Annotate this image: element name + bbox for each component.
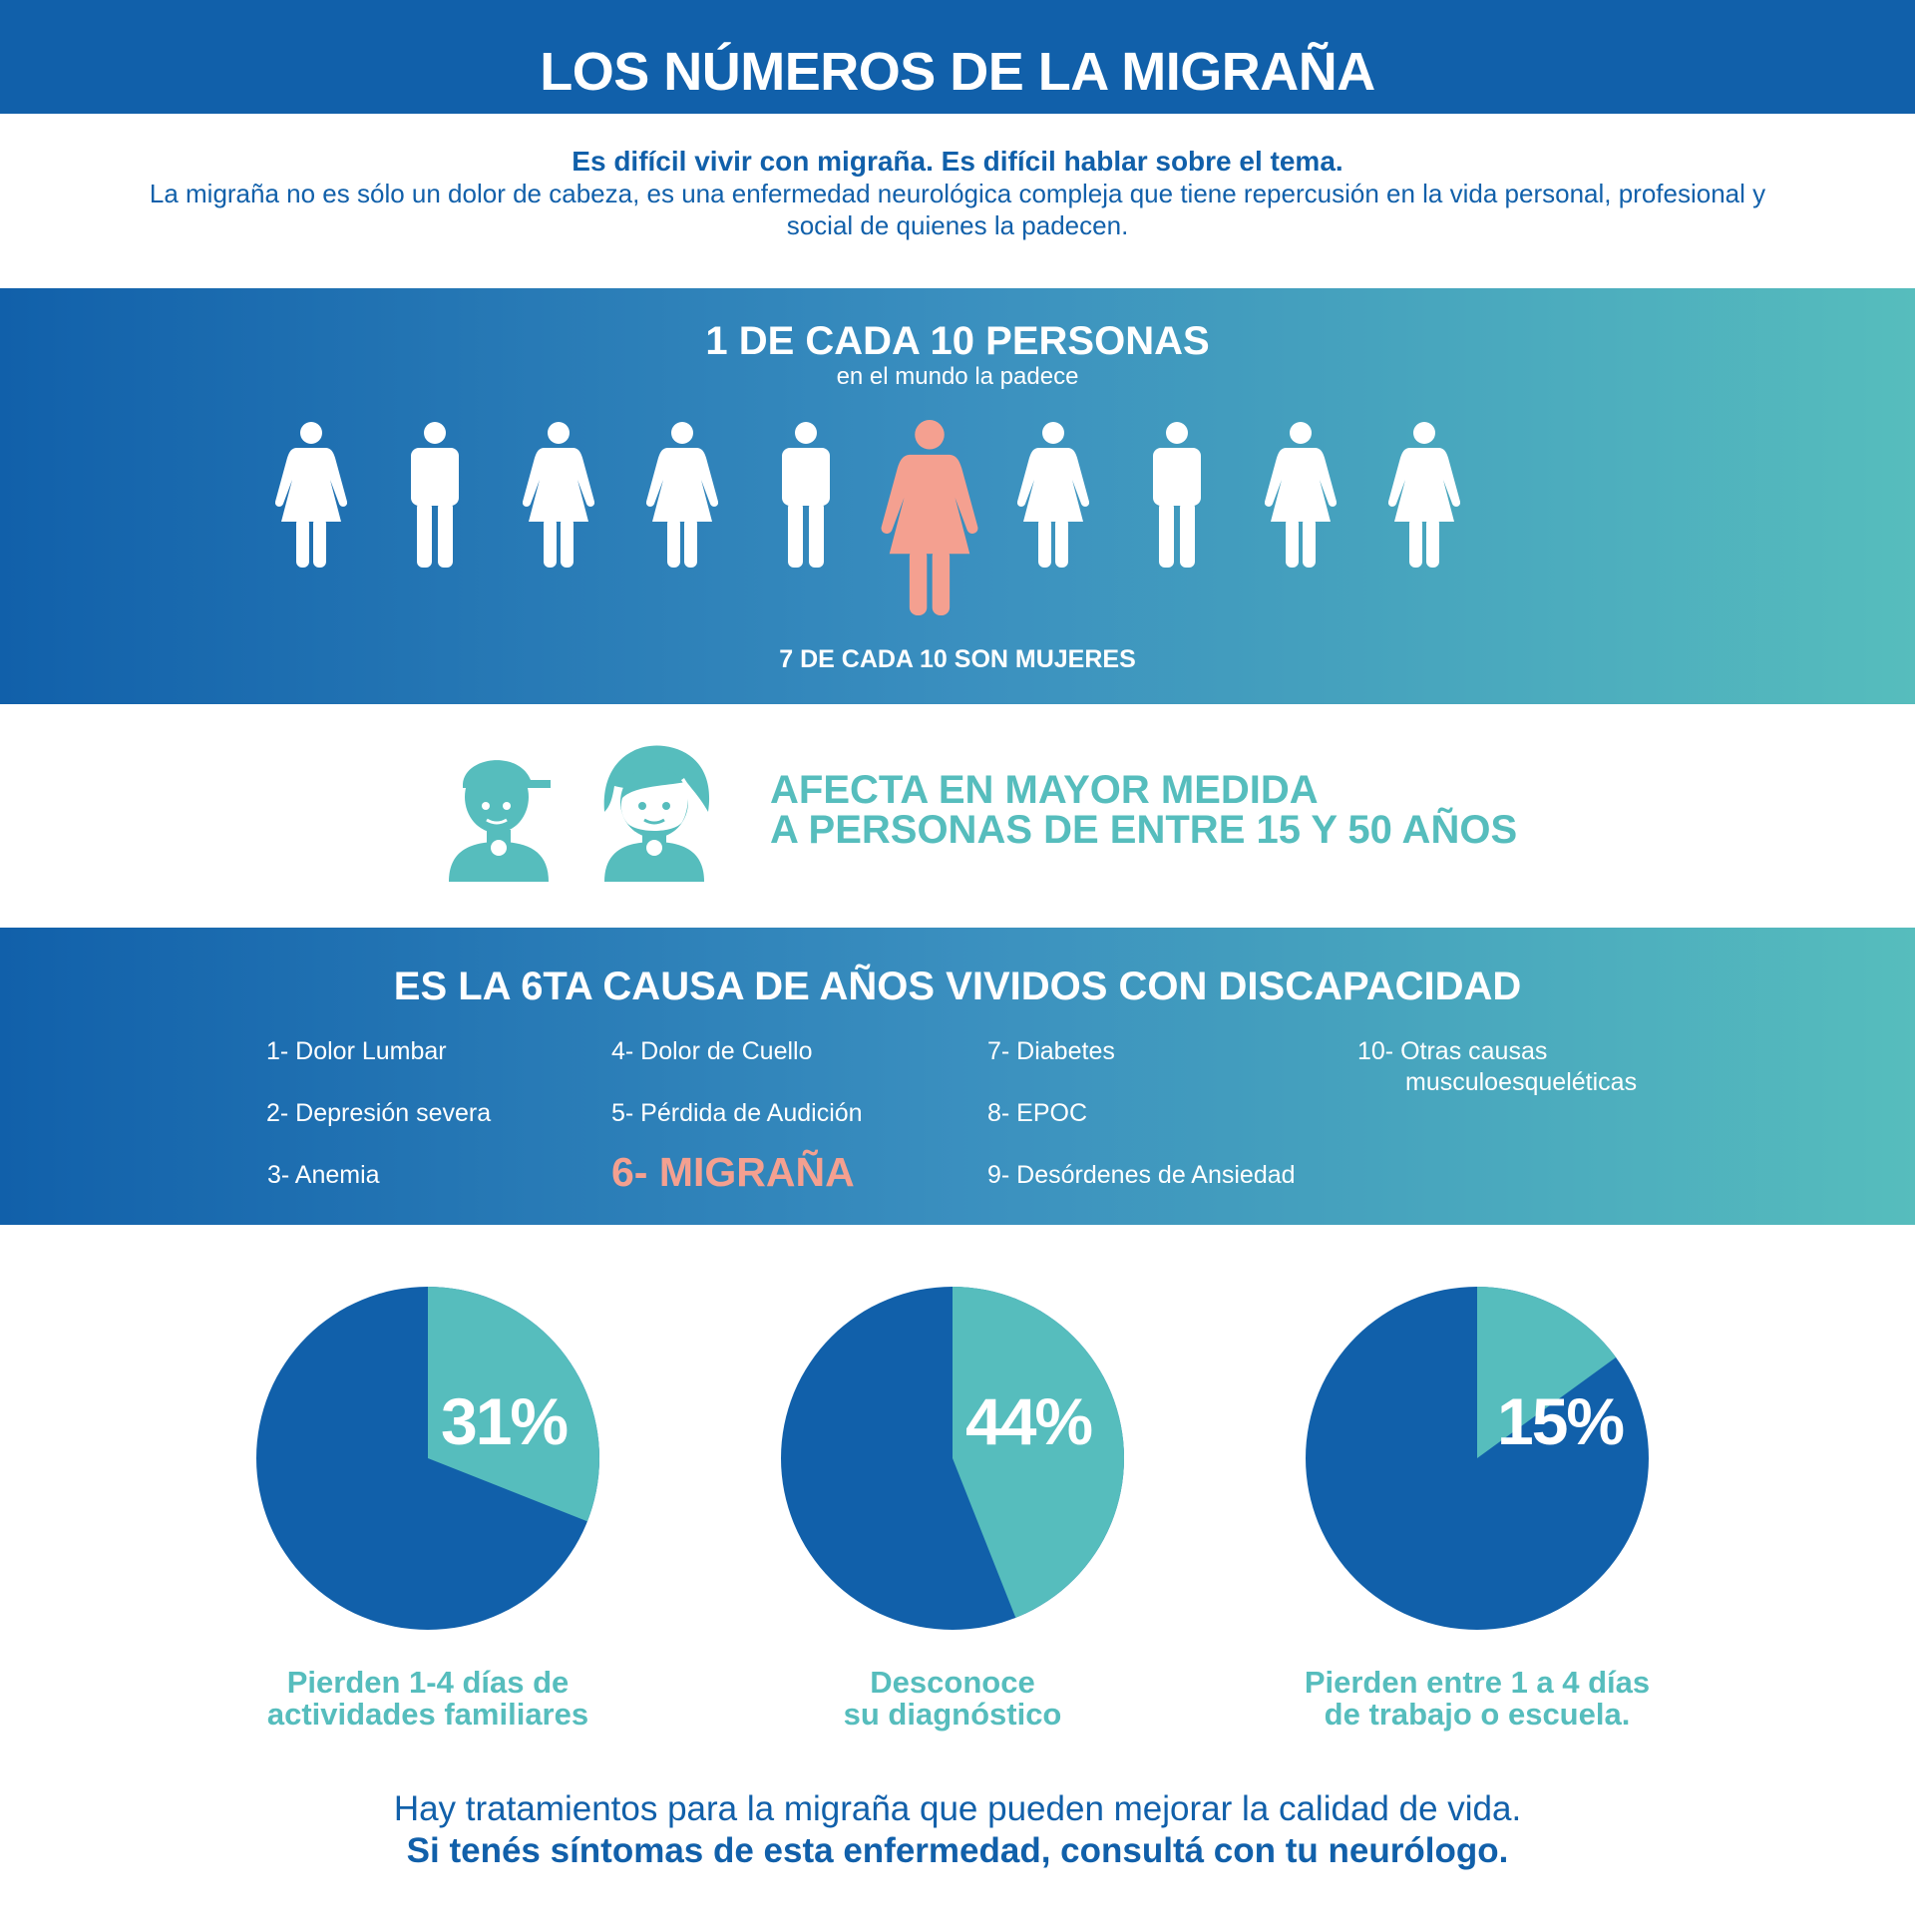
title-bar: LOS NÚMEROS DE LA MIGRAÑA	[0, 0, 1915, 114]
pie-chart-3: 15%	[1306, 1287, 1649, 1630]
boy-icon	[449, 749, 551, 882]
pie-svg	[1306, 1287, 1649, 1630]
pie-slice-value	[1477, 1287, 1617, 1458]
pie-percentage: 31%	[441, 1384, 569, 1458]
woman-icon	[1388, 422, 1460, 568]
girl-icon	[603, 745, 710, 882]
cause-item: 7- Diabetes	[987, 1037, 1115, 1065]
pie-caption-line: actividades familiares	[266, 1697, 589, 1732]
pie-slice-value	[428, 1287, 599, 1522]
cause-item: 8- EPOC	[987, 1099, 1088, 1127]
pie-svg	[781, 1287, 1124, 1630]
pie-caption-1: Pierden 1-4 días de actividades familiar…	[198, 1667, 657, 1731]
age-line-1: AFECTA EN MAYOR MEDIDA	[770, 768, 1319, 812]
pie-slice-value	[953, 1287, 1124, 1618]
pie-percentage: 44%	[965, 1384, 1093, 1458]
pie-caption-line: su diagnóstico	[843, 1697, 1062, 1732]
man-icon	[1153, 422, 1201, 568]
closing-line-2: Si tenés síntomas de esta enfermedad, co…	[406, 1831, 1509, 1870]
cause-item: 10- Otras causas	[1357, 1037, 1548, 1065]
pie-caption-2: Desconoce su diagnóstico	[723, 1667, 1182, 1731]
pie-percentage: 15%	[1497, 1384, 1625, 1458]
age-section: AFECTA EN MAYOR MEDIDA A PERSONAS DE ENT…	[0, 704, 1915, 928]
cause-item-continuation: musculoesqueléticas	[1405, 1068, 1638, 1096]
intro: Es difícil vivir con migraña. Es difícil…	[0, 146, 1915, 241]
prevalence-subheading: en el mundo la padece	[836, 363, 1079, 390]
man-icon	[411, 422, 459, 568]
woman-icon	[881, 420, 978, 615]
prevalence-footer: 7 DE CADA 10 SON MUJERES	[779, 645, 1136, 673]
pie-caption-3: Pierden entre 1 a 4 días de trabajo o es…	[1248, 1667, 1707, 1731]
pie-chart-1: 31%	[256, 1287, 599, 1630]
intro-body: La migraña no es sólo un dolor de cabeza…	[149, 179, 1766, 240]
pie-chart-2: 44%	[781, 1287, 1124, 1630]
page-title: LOS NÚMEROS DE LA MIGRAÑA	[540, 42, 1375, 102]
pie-svg	[256, 1287, 599, 1630]
cause-item: 4- Dolor de Cuello	[611, 1037, 813, 1065]
age-line-2: A PERSONAS DE ENTRE 15 Y 50 AÑOS	[770, 808, 1518, 852]
cause-item: 2- Depresión severa	[266, 1099, 492, 1127]
cause-item: 9- Desórdenes de Ansiedad	[987, 1161, 1296, 1189]
man-icon	[782, 422, 830, 568]
closing-line-1: Hay tratamientos para la migraña que pue…	[393, 1789, 1522, 1828]
closing: Hay tratamientos para la migraña que pue…	[0, 1788, 1915, 1872]
woman-icon	[523, 422, 594, 568]
cause-item: 5- Pérdida de Audición	[611, 1099, 863, 1127]
disability-band: ES LA 6TA CAUSA DE AÑOS VIVIDOS CON DISC…	[0, 928, 1915, 1225]
prevalence-heading: 1 DE CADA 10 PERSONAS	[705, 319, 1210, 363]
cause-item-migraine: 6- MIGRAÑA	[611, 1149, 855, 1195]
woman-icon	[1017, 422, 1089, 568]
prevalence-band: 1 DE CADA 10 PERSONAS en el mundo la pad…	[0, 288, 1915, 704]
pie-caption-line: Desconoce	[870, 1665, 1035, 1700]
woman-icon	[646, 422, 718, 568]
pie-caption-line: Pierden 1-4 días de	[286, 1665, 570, 1700]
pie-caption-line: de trabajo o escuela.	[1324, 1697, 1631, 1732]
pie-caption-line: Pierden entre 1 a 4 días	[1304, 1665, 1651, 1700]
cause-item: 3- Anemia	[267, 1161, 380, 1189]
woman-icon	[1265, 422, 1337, 568]
age-text: AFECTA EN MAYOR MEDIDA A PERSONAS DE ENT…	[770, 770, 1517, 850]
intro-lead: Es difícil vivir con migraña. Es difícil…	[572, 146, 1343, 177]
cause-item: 1- Dolor Lumbar	[266, 1037, 447, 1065]
woman-icon	[275, 422, 347, 568]
disability-heading: ES LA 6TA CAUSA DE AÑOS VIVIDOS CON DISC…	[393, 965, 1522, 1008]
